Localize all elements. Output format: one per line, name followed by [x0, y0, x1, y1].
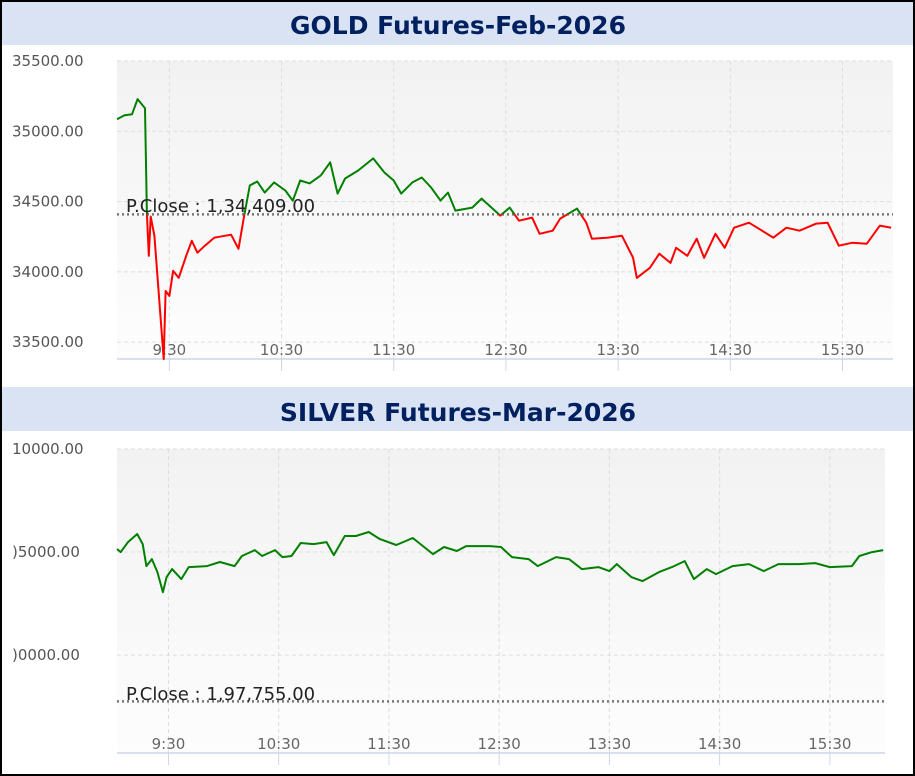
- silver-y-tick-label: )0000.00: [12, 646, 80, 664]
- silver-plot-area: [117, 449, 885, 753]
- gold-x-tick-label: 12:30: [484, 341, 527, 359]
- silver-chart-title: SILVER Futures-Mar-2026: [280, 398, 636, 427]
- gold-title-bar: [2, 2, 913, 45]
- silver-y-tick-label: 10000.00: [12, 440, 84, 458]
- silver-x-tick-label: 15:30: [808, 735, 851, 753]
- silver-x-tick-label: 14:30: [698, 735, 741, 753]
- gold-x-tick-label: 9:30: [153, 341, 187, 359]
- silver-x-tick-label: 11:30: [367, 735, 410, 753]
- silver-title-bar: [2, 387, 913, 431]
- gold-y-tick-label: 35500.00: [12, 52, 84, 70]
- gold-y-tick-label: 34500.00: [12, 193, 84, 211]
- gold-plot-area: [117, 61, 893, 359]
- gold-y-tick-label: 34000.00: [12, 263, 84, 281]
- silver-pclose-label: P.Close : 1,97,755.00: [126, 684, 315, 705]
- silver-x-tick-label: 10:30: [257, 735, 300, 753]
- gold-price-line-above-pclose: [116, 98, 582, 215]
- gold-chart-panel: GOLD Futures-Feb-2026 35500.00 35000.00 34…: [2, 2, 913, 371]
- silver-chart-panel: SILVER Futures-Mar-2026 10000.00 )5000.00…: [2, 387, 913, 765]
- gold-y-tick-label: 35000.00: [12, 122, 84, 140]
- gold-y-tick-label: 33500.00: [12, 333, 84, 351]
- gold-price-line-below-pclose: [145, 214, 892, 361]
- gold-x-tick-label: 13:30: [597, 341, 640, 359]
- gold-x-tick-label: 14:30: [709, 341, 752, 359]
- silver-price-line-above-pclose: [116, 531, 884, 594]
- silver-y-tick-label: )5000.00: [12, 543, 80, 561]
- silver-x-tick-label: 9:30: [152, 735, 186, 753]
- gold-x-tick-label: 10:30: [260, 341, 303, 359]
- silver-x-tick-label: 12:30: [478, 735, 521, 753]
- gold-pclose-label: P.Close : 1,34,409.00: [126, 196, 315, 217]
- gold-x-tick-label: 15:30: [821, 341, 864, 359]
- gold-chart-title: GOLD Futures-Feb-2026: [290, 11, 626, 40]
- gold-x-tick-label: 11:30: [372, 341, 415, 359]
- silver-x-tick-label: 13:30: [588, 735, 631, 753]
